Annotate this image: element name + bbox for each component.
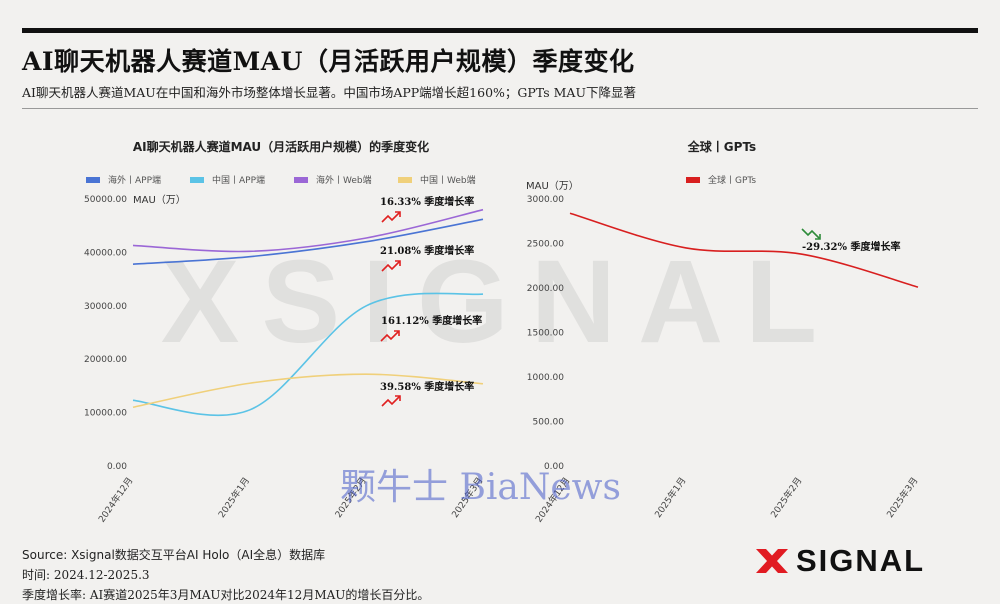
trend-up-arrow xyxy=(381,211,401,223)
footer-note: 季度增长率: AI赛道2025年3月MAU对比2024年12月MAU的增长百分比… xyxy=(22,588,430,602)
trend-down-arrowhead xyxy=(815,234,821,240)
series-line xyxy=(569,212,919,288)
legend-label: 中国丨Web端 xyxy=(420,174,476,186)
y-tick-label: 0.00 xyxy=(544,462,564,472)
y-tick-label: 20000.00 xyxy=(84,355,127,365)
y-tick-label: 0.00 xyxy=(107,462,127,472)
growth-annotation: 16.33% 季度增长率 xyxy=(380,195,474,208)
x-tick-label: 2025年1月 xyxy=(652,475,689,520)
legend-label: 海外丨Web端 xyxy=(316,174,372,186)
trend-up-arrowhead xyxy=(395,395,401,401)
legend-swatch xyxy=(398,177,412,183)
chart-title: AI聊天机器人赛道MAU（月活跃用户规模）的季度变化 xyxy=(133,139,429,154)
page-subtitle: AI聊天机器人赛道MAU在中国和海外市场整体增长显著。中国市场APP端增长超16… xyxy=(22,85,636,100)
top-rule xyxy=(22,28,978,33)
y-axis-label: MAU（万） xyxy=(526,180,579,192)
legend-label: 海外丨APP端 xyxy=(108,174,161,186)
legend-swatch xyxy=(686,177,700,183)
series-line xyxy=(132,292,484,417)
x-logo-icon xyxy=(756,549,788,573)
legend-swatch xyxy=(294,177,308,183)
x-tick-label: 2025年3月 xyxy=(884,475,921,520)
legend-label: 中国丨APP端 xyxy=(212,174,265,186)
logo-text: SIGNAL xyxy=(796,543,926,578)
growth-annotation: -29.32% 季度增长率 xyxy=(802,240,900,253)
growth-annotation: 39.58% 季度增长率 xyxy=(380,380,474,393)
footer-source: Source: Xsignal数据交互平台AI Holo（AI全息）数据库 xyxy=(22,548,326,562)
series-line xyxy=(132,373,484,409)
growth-annotation: 21.08% 季度增长率 xyxy=(380,244,474,257)
y-tick-label: 1000.00 xyxy=(527,373,564,383)
trend-up-arrowhead xyxy=(395,211,401,217)
header-divider xyxy=(22,108,978,109)
y-tick-label: 2500.00 xyxy=(527,240,564,250)
y-tick-label: 30000.00 xyxy=(84,302,127,312)
trend-down-arrow xyxy=(801,228,821,240)
legend-swatch xyxy=(86,177,100,183)
x-tick-label: 2025年1月 xyxy=(216,475,253,520)
trend-up-arrowhead xyxy=(394,330,400,336)
growth-annotation: 161.12% 季度增长率 xyxy=(381,314,482,327)
chart-title: 全球丨GPTs xyxy=(687,139,756,154)
legend-swatch xyxy=(190,177,204,183)
series-line xyxy=(132,208,484,253)
page-title: AI聊天机器人赛道MAU（月活跃用户规模）季度变化 xyxy=(22,47,635,76)
series-line xyxy=(132,218,484,265)
trend-up-arrow xyxy=(381,260,401,272)
y-tick-label: 3000.00 xyxy=(527,195,564,205)
y-axis-label: MAU（万） xyxy=(133,194,186,206)
y-tick-label: 500.00 xyxy=(533,418,565,428)
footer-period: 时间: 2024.12-2025.3 xyxy=(22,568,150,582)
x-tick-label: 2024年12月 xyxy=(96,475,136,525)
x-tick-label: 2025年2月 xyxy=(768,475,805,520)
background-watermark: XSIGNAL xyxy=(161,236,840,368)
trend-up-arrowhead xyxy=(395,260,401,266)
y-tick-label: 10000.00 xyxy=(84,409,127,419)
trend-up-arrow xyxy=(380,330,400,342)
xsignal-logo: SIGNAL xyxy=(754,543,925,579)
y-tick-label: 2000.00 xyxy=(527,284,564,294)
legend-label: 全球丨GPTs xyxy=(708,174,756,186)
y-tick-label: 1500.00 xyxy=(527,329,564,339)
y-tick-label: 40000.00 xyxy=(84,248,127,258)
y-tick-label: 50000.00 xyxy=(84,195,127,205)
bianews-watermark: 颗牛士 BiaNews xyxy=(340,467,621,508)
trend-up-arrow xyxy=(381,395,401,407)
